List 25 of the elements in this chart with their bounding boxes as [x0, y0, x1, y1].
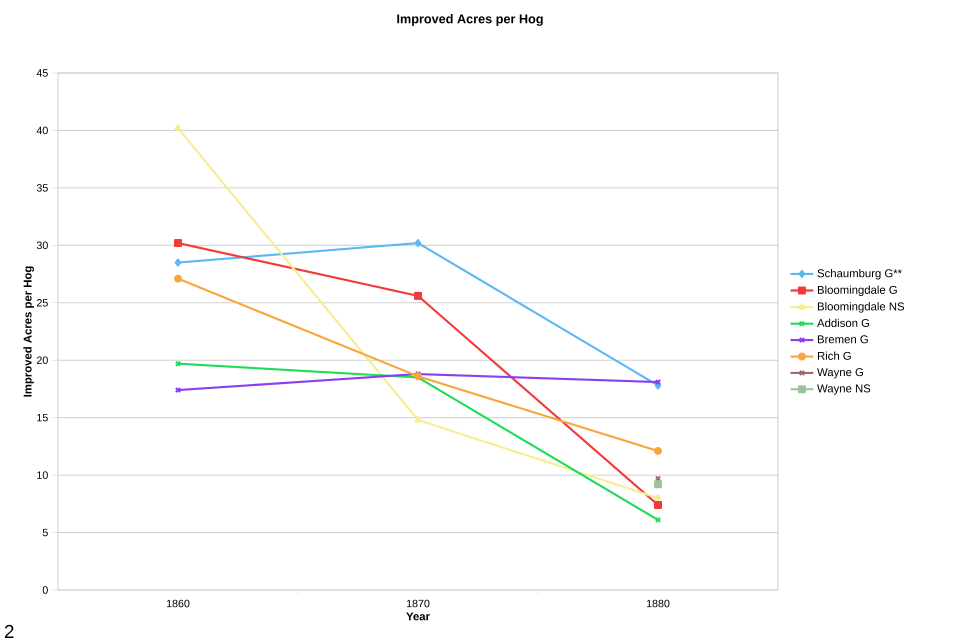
- x-tick-label: 1870: [406, 600, 430, 608]
- legend-label: Wayne NS: [817, 384, 870, 395]
- legend-label: Schaumburg G**: [818, 268, 902, 280]
- y-tick-label: 20: [36, 356, 48, 364]
- y-tick-label: 5: [42, 528, 48, 536]
- legend-label: Bremen G: [818, 335, 868, 344]
- y-tick-label: 30: [36, 242, 48, 250]
- y-tick-label: 45: [36, 69, 48, 77]
- x-axis-title: Year: [406, 612, 430, 620]
- y-tick-label: 25: [36, 299, 48, 307]
- y-tick-label: 35: [36, 184, 48, 192]
- legend-label: Rich G: [818, 352, 851, 360]
- y-tick-label: 15: [37, 414, 48, 422]
- x-tick-label: 1880: [646, 600, 670, 608]
- y-tick-label: 0: [42, 586, 48, 594]
- chart-title: Improved Acres per Hog: [397, 14, 543, 26]
- y-tick-label: 10: [37, 471, 48, 479]
- text: 2: [4, 624, 14, 638]
- x-tick-label: 1860: [166, 600, 190, 608]
- legend-label: Bloomingdale NS: [818, 302, 904, 313]
- legend-label: Addison G: [817, 318, 870, 328]
- y-axis-title: Improved Acres per Hog: [23, 266, 34, 397]
- legend-label: Bloomingdale G: [818, 286, 897, 296]
- y-tick-label: 40: [36, 126, 48, 134]
- legend-label: Wayne G: [817, 368, 863, 378]
